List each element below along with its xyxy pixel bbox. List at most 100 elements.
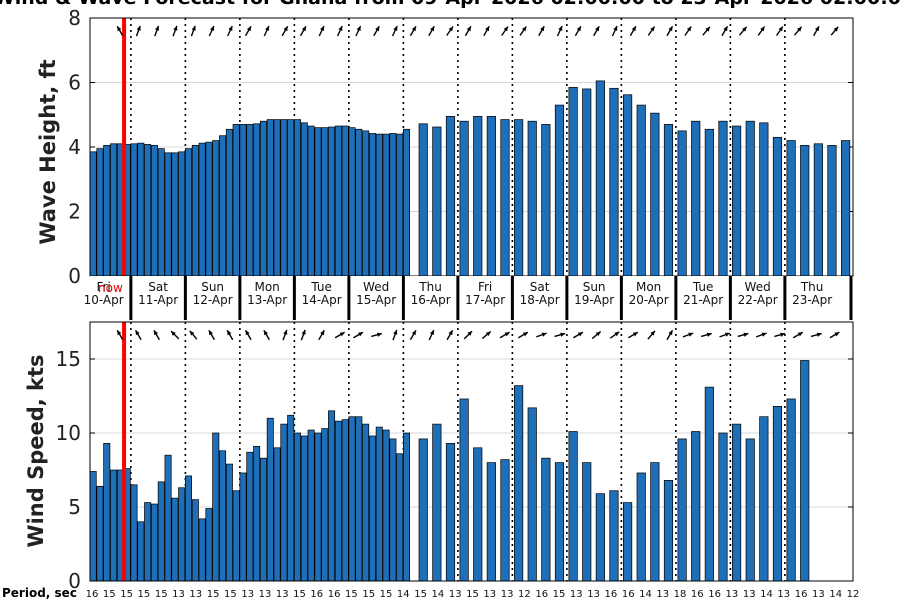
day-date-label: 17-Apr bbox=[465, 293, 505, 307]
data-bar bbox=[130, 484, 138, 582]
data-bar bbox=[307, 429, 315, 582]
period-label: 12 bbox=[847, 589, 860, 600]
direction-arrow-head bbox=[706, 332, 712, 337]
data-bar bbox=[178, 151, 186, 277]
data-bar bbox=[554, 462, 565, 582]
wave-height-panel: 02468Fri10-AprSat11-AprSun12-AprMon13-Ap… bbox=[68, 6, 854, 320]
direction-arrow-head bbox=[356, 26, 361, 32]
direction-arrow bbox=[391, 25, 398, 37]
direction-arrow bbox=[774, 332, 786, 338]
data-bar bbox=[473, 447, 483, 582]
direction-arrow-head bbox=[320, 330, 325, 336]
direction-arrow-head bbox=[338, 26, 343, 32]
data-bar bbox=[212, 140, 220, 277]
period-label: 15 bbox=[155, 589, 168, 600]
period-label: 18 bbox=[674, 589, 687, 600]
direction-arrow bbox=[226, 329, 234, 341]
direction-arrow bbox=[629, 25, 637, 37]
direction-arrow bbox=[829, 331, 840, 339]
period-label: 15 bbox=[103, 589, 116, 600]
data-bar bbox=[185, 148, 193, 277]
direction-arrow-head bbox=[650, 330, 655, 336]
data-bar bbox=[334, 125, 342, 277]
direction-arrow-head bbox=[797, 26, 802, 32]
data-bar bbox=[389, 133, 397, 277]
day-name-label: Fri bbox=[478, 280, 492, 294]
data-bar bbox=[445, 116, 456, 277]
data-bar bbox=[841, 140, 851, 277]
direction-arrow bbox=[170, 330, 180, 340]
direction-arrow-head bbox=[521, 26, 527, 32]
data-bar bbox=[732, 423, 742, 582]
data-bar bbox=[164, 152, 172, 277]
direction-arrow bbox=[573, 331, 584, 339]
data-bar bbox=[541, 124, 551, 277]
data-bar bbox=[259, 120, 267, 277]
data-bar bbox=[650, 112, 660, 277]
direction-arrow bbox=[812, 25, 820, 37]
direction-arrow-head bbox=[668, 330, 673, 336]
y-tick-label: 0 bbox=[68, 569, 81, 593]
data-bar bbox=[718, 432, 728, 582]
direction-arrow-head bbox=[301, 26, 306, 32]
period-label: 13 bbox=[449, 589, 462, 600]
data-bar bbox=[321, 428, 329, 582]
data-bar bbox=[704, 128, 714, 277]
data-bar bbox=[609, 87, 619, 277]
direction-arrow bbox=[611, 25, 618, 37]
data-bar bbox=[677, 438, 687, 582]
direction-arrow-head bbox=[632, 332, 638, 337]
direction-arrow-head bbox=[834, 332, 840, 337]
direction-arrow-head bbox=[227, 330, 232, 336]
direction-arrow bbox=[757, 26, 766, 36]
direction-arrow bbox=[208, 25, 215, 37]
period-label: 15 bbox=[466, 589, 479, 600]
data-bar bbox=[800, 145, 810, 277]
data-bar bbox=[445, 443, 456, 582]
data-bar bbox=[382, 133, 390, 277]
direction-arrow-head bbox=[760, 26, 765, 32]
direction-arrow bbox=[810, 332, 822, 338]
data-bar bbox=[527, 120, 537, 277]
data-bar bbox=[732, 125, 742, 277]
direction-arrow bbox=[738, 26, 748, 36]
data-bar bbox=[294, 119, 302, 277]
direction-arrow-head bbox=[117, 26, 122, 32]
direction-arrow bbox=[446, 26, 454, 36]
data-bar bbox=[389, 438, 397, 582]
direction-arrow bbox=[775, 26, 784, 36]
period-row: 16 15 15 15 15 13 13 15 15 13 13 13 15 16 16 15 15 15 14 15… bbox=[86, 589, 860, 600]
direction-arrow bbox=[409, 25, 417, 37]
wave-height-axis-label: Wave Height, ft bbox=[36, 59, 60, 244]
direction-arrow bbox=[574, 25, 582, 37]
day-date-label: 12-Apr bbox=[193, 293, 233, 307]
data-bar bbox=[150, 503, 158, 582]
day-name-label: Wed bbox=[363, 280, 389, 294]
data-bar bbox=[827, 145, 837, 277]
data-bar bbox=[185, 475, 193, 582]
data-bar bbox=[486, 116, 496, 277]
period-label: 12 bbox=[518, 589, 531, 600]
direction-arrow-head bbox=[595, 331, 601, 337]
day-name-label: Thu bbox=[800, 280, 824, 294]
period-label: 13 bbox=[501, 589, 514, 600]
day-date-label: 10-Apr bbox=[84, 293, 124, 307]
data-bar bbox=[650, 462, 660, 582]
y-tick-label: 5 bbox=[68, 495, 81, 519]
data-bar bbox=[514, 119, 524, 277]
data-bar bbox=[403, 432, 411, 582]
y-tick-label: 4 bbox=[68, 135, 81, 159]
day-date-label: 14-Apr bbox=[302, 293, 342, 307]
direction-arrow-head bbox=[393, 26, 398, 32]
data-bar bbox=[718, 120, 728, 277]
period-label: 15 bbox=[345, 589, 358, 600]
direction-arrow bbox=[299, 25, 307, 37]
period-label: 15 bbox=[138, 589, 151, 600]
direction-arrow bbox=[755, 332, 767, 338]
day-date-label: 11-Apr bbox=[138, 293, 178, 307]
data-bar bbox=[623, 94, 633, 277]
direction-arrow bbox=[481, 330, 492, 340]
direction-arrow-head bbox=[173, 25, 178, 31]
y-tick-label: 0 bbox=[68, 264, 81, 288]
